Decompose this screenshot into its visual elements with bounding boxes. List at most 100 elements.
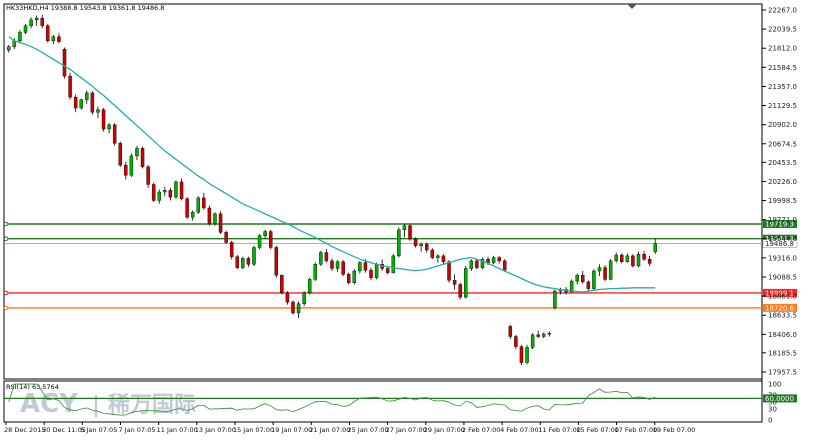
time-tick-label: 11 Feb 07:00 bbox=[538, 426, 581, 434]
candle bbox=[135, 145, 139, 161]
candle-body bbox=[352, 270, 357, 283]
price-tick-label: 18406.0 bbox=[768, 331, 797, 339]
candle bbox=[96, 106, 100, 119]
candle bbox=[419, 242, 423, 252]
candle bbox=[213, 212, 217, 226]
level-price-label: 19544.3 bbox=[765, 235, 794, 243]
time-tick-label: 11 Jan 07:00 bbox=[157, 426, 198, 434]
candle-body bbox=[307, 279, 312, 294]
price-tick-label: 17957.5 bbox=[768, 369, 797, 377]
rsi-tick-label: 100 bbox=[768, 381, 781, 389]
candle bbox=[179, 178, 184, 201]
candle bbox=[369, 267, 373, 281]
candle-body bbox=[73, 96, 78, 109]
candle-body bbox=[469, 260, 474, 269]
candle-body bbox=[168, 190, 173, 198]
price-tick-label: 19771.0 bbox=[768, 216, 797, 224]
candle bbox=[597, 264, 602, 277]
candle-body bbox=[68, 75, 72, 98]
candle-body bbox=[603, 267, 607, 280]
level-handle[interactable] bbox=[3, 221, 9, 227]
candle bbox=[525, 344, 529, 365]
candle-body bbox=[313, 264, 318, 280]
rsi-level-label: 60.0000 bbox=[765, 395, 794, 403]
candle bbox=[452, 274, 457, 290]
level-handle[interactable] bbox=[3, 236, 9, 242]
candle bbox=[480, 257, 485, 270]
level-handle[interactable] bbox=[3, 290, 9, 296]
candle-body bbox=[625, 255, 630, 262]
candle bbox=[330, 258, 334, 271]
level-price-tag bbox=[763, 220, 797, 229]
candle-body bbox=[224, 232, 228, 243]
candle-body bbox=[151, 184, 156, 201]
time-tick-label: 19 Feb 07:00 bbox=[653, 426, 696, 434]
candle-body bbox=[452, 280, 457, 285]
candle-body bbox=[631, 255, 635, 267]
candle-body bbox=[241, 258, 245, 268]
level-price-tag bbox=[763, 303, 797, 312]
level-price-tag bbox=[762, 239, 798, 248]
candle bbox=[464, 265, 468, 299]
candle bbox=[85, 90, 89, 104]
candle-body bbox=[402, 225, 407, 231]
candle-body bbox=[40, 17, 44, 26]
candle bbox=[608, 259, 613, 281]
candle-body bbox=[90, 92, 95, 113]
candle bbox=[34, 15, 39, 26]
candle bbox=[508, 324, 513, 340]
candle-body bbox=[480, 259, 485, 268]
price-tick-label: 20902.0 bbox=[768, 121, 797, 129]
candle bbox=[129, 153, 134, 177]
price-tick-label: 18633.5 bbox=[768, 312, 797, 320]
candle-body bbox=[101, 109, 106, 130]
candle-body bbox=[34, 17, 39, 21]
candle-body bbox=[581, 274, 585, 283]
time-tick-label: 27 Jan 07:00 bbox=[386, 426, 427, 434]
price-axis: 22267.0 22039.5 21812.0 21584.5 21357.0 21129… bbox=[762, 7, 797, 377]
time-tick-label: 25 Jan 07:00 bbox=[347, 426, 388, 434]
candle-body bbox=[503, 260, 507, 271]
candle bbox=[491, 255, 496, 265]
watermark-separator: | bbox=[92, 393, 100, 418]
candle-body bbox=[525, 347, 529, 363]
candle bbox=[335, 260, 340, 272]
candle bbox=[101, 108, 106, 132]
symbol-header: HK33HKD,H4 19388.8 19543.8 19361.8 19486… bbox=[6, 4, 164, 12]
level-handle[interactable] bbox=[3, 305, 9, 311]
candle-body bbox=[341, 261, 345, 275]
candle-body bbox=[229, 242, 234, 257]
candle-body bbox=[413, 238, 418, 246]
candle-body bbox=[18, 32, 22, 42]
candle bbox=[112, 123, 117, 146]
candle bbox=[519, 344, 524, 366]
candle bbox=[603, 265, 607, 282]
candle bbox=[107, 123, 111, 134]
candle-body bbox=[196, 197, 200, 213]
candle bbox=[196, 196, 200, 214]
candle-body bbox=[46, 25, 50, 42]
candle-body bbox=[218, 213, 223, 233]
price-tick-label: 20674.5 bbox=[768, 140, 797, 148]
candle bbox=[469, 259, 474, 271]
candle-body bbox=[335, 261, 340, 269]
candle bbox=[324, 249, 329, 263]
candle bbox=[274, 245, 279, 278]
shift-marker-icon[interactable] bbox=[627, 4, 637, 9]
candle bbox=[7, 45, 11, 53]
candle bbox=[224, 230, 228, 245]
candle bbox=[157, 189, 161, 204]
candle bbox=[575, 273, 579, 285]
candle-body bbox=[129, 155, 134, 176]
price-tick-label: 20226.0 bbox=[768, 178, 797, 186]
candle bbox=[280, 274, 284, 295]
candle-body bbox=[491, 257, 496, 263]
candle-body bbox=[464, 268, 468, 298]
candle-body bbox=[157, 191, 161, 201]
candle bbox=[352, 269, 357, 285]
candle bbox=[653, 238, 657, 255]
candle bbox=[263, 229, 267, 240]
